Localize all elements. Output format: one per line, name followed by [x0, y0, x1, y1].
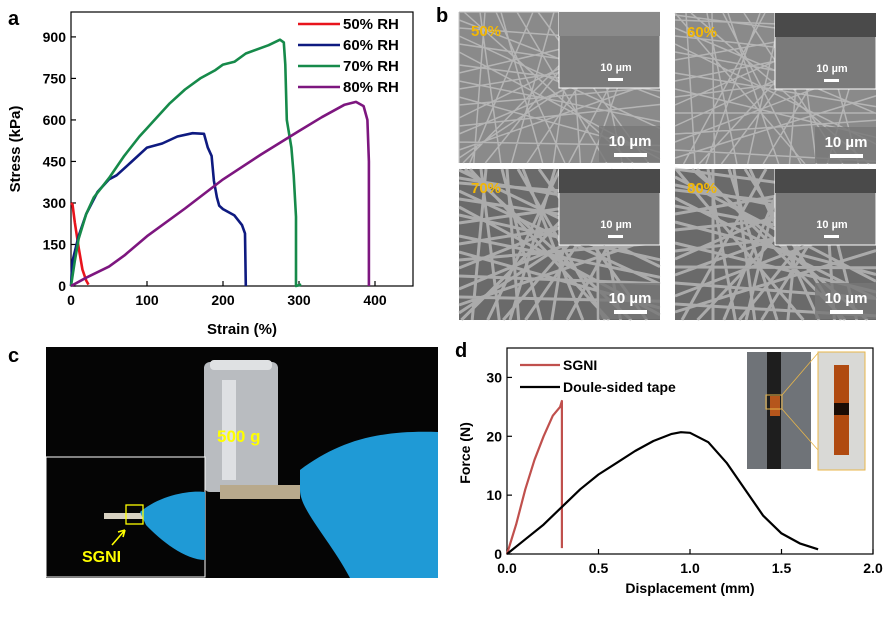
highlight-box: [125, 504, 144, 525]
series-line-2: [69, 38, 302, 288]
series-line-1: [69, 131, 248, 287]
x-tick-label: 0: [67, 292, 75, 308]
chart-d-force-displacement: Displacement (mm) Force (N) 0.0 0.5 1.0 1.5…: [457, 347, 883, 596]
x-tick-label: 1.5: [772, 560, 792, 576]
scale-label: 10 µm: [825, 134, 868, 151]
scale-bar: [614, 153, 647, 157]
panel-label-d: d: [455, 340, 467, 362]
sem-inset-background: [559, 12, 660, 36]
x-tick-label: 2.0: [863, 560, 883, 576]
sample-label: SGNI: [82, 549, 121, 566]
glove-hand: [300, 431, 438, 578]
arrow-icon: [111, 529, 126, 546]
series-line-3: [70, 100, 371, 288]
weight-top: [210, 360, 272, 370]
sem-image-1: 60% 10 µm 10 µm: [674, 12, 877, 165]
panel-label-c: c: [8, 345, 19, 367]
y-tick-label: 600: [43, 112, 67, 128]
sample-strip: [220, 485, 300, 499]
humidity-label: 50%: [471, 23, 501, 40]
photo-weight-test: 500 g SGNI: [45, 347, 438, 578]
legend-label-1: Doule-sided tape: [563, 379, 676, 395]
scale-label: 10 µm: [825, 290, 868, 307]
weight-label: 500 g: [217, 427, 260, 446]
scale-bar: [830, 310, 863, 314]
sem-inset-background: [775, 169, 876, 193]
x-axis-label: Displacement (mm): [625, 580, 754, 596]
y-tick-label: 300: [43, 195, 67, 211]
y-tick-label: 150: [43, 236, 67, 252]
weight-highlight: [222, 380, 236, 480]
inset-glove: [140, 491, 205, 560]
x-tick-label: 300: [287, 292, 311, 308]
sem-image-2: 70% 10 µm 10 µm: [458, 167, 661, 322]
closeup-tape: [834, 403, 849, 415]
panel-label-b: b: [436, 5, 448, 27]
y-tick-label: 900: [43, 29, 67, 45]
x-tick-label: 200: [211, 292, 235, 308]
sem-image-3: 80% 10 µm 10 µm: [674, 167, 877, 322]
inset-scale-bar: [824, 235, 839, 238]
x-tick-label: 0.0: [497, 560, 517, 576]
y-tick-label: 450: [43, 153, 67, 169]
chart-a-stress-strain: Strain (%) Stress (kPa) 0 100 200 300 400 0 15…: [7, 11, 414, 338]
y-tick-label: 20: [486, 428, 502, 444]
legend-label-2: 70% RH: [343, 58, 399, 75]
zoom-lines: [781, 352, 819, 451]
legend-label-3: 80% RH: [343, 79, 399, 96]
scale-label: 10 µm: [609, 290, 652, 307]
x-tick-label: 1.0: [680, 560, 700, 576]
series-line-1: [506, 431, 819, 555]
panel-label-a: a: [8, 8, 20, 30]
sem-inset-background: [559, 169, 660, 193]
scale-bar: [830, 154, 863, 158]
humidity-label: 70%: [471, 180, 501, 197]
scale-label: 10 µm: [609, 133, 652, 150]
x-tick-label: 400: [363, 292, 387, 308]
inset-scale-label: 10 µm: [600, 219, 632, 231]
y-tick-label: 0: [494, 546, 502, 562]
inset-scale-label: 10 µm: [600, 62, 632, 74]
humidity-label: 60%: [687, 24, 717, 41]
legend-label-0: SGNI: [563, 357, 597, 373]
y-axis-label: Stress (kPa): [7, 106, 24, 193]
inset-scale-bar: [608, 78, 623, 81]
zoom-box: [765, 394, 783, 410]
scale-bar: [614, 310, 647, 314]
y-tick-label: 0: [58, 278, 66, 294]
humidity-label: 80%: [687, 180, 717, 197]
inset-scale-bar: [608, 235, 623, 238]
legend-label-0: 50% RH: [343, 16, 399, 33]
series-line-0: [70, 202, 90, 286]
inset-sample: [104, 513, 144, 519]
plot-frame: [70, 11, 414, 287]
sem-image-0: 50% 10 µm 10 µm: [458, 11, 661, 164]
y-axis-label: Force (N): [457, 422, 473, 483]
y-tick-label: 30: [486, 369, 502, 385]
x-axis-label: Strain (%): [207, 321, 277, 338]
inset-photos: [747, 351, 866, 471]
series-line-0: [505, 399, 563, 555]
y-tick-label: 10: [486, 487, 502, 503]
inset-scale-label: 10 µm: [816, 219, 848, 231]
y-tick-label: 750: [43, 70, 67, 86]
inset-scale-bar: [824, 79, 839, 82]
inset-scale-label: 10 µm: [816, 63, 848, 75]
tester-sample: [770, 396, 780, 416]
x-tick-label: 100: [135, 292, 159, 308]
sem-inset-background: [775, 13, 876, 37]
legend-label-1: 60% RH: [343, 37, 399, 54]
x-tick-label: 0.5: [589, 560, 609, 576]
